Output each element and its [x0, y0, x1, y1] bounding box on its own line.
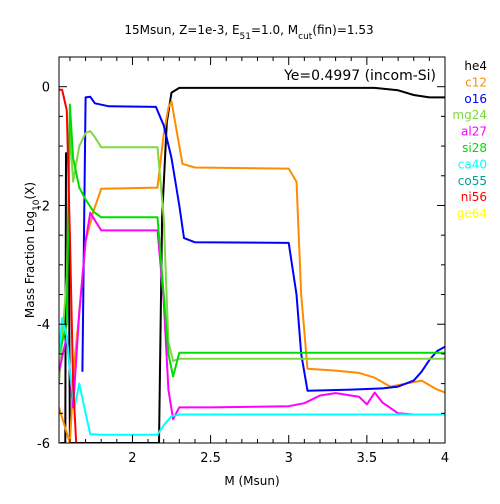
annotation-ye: Ye=0.4997 (incom-Si)	[283, 68, 436, 84]
series-line-ca40	[59, 317, 445, 436]
legend-label-al27: al27	[461, 125, 487, 139]
series-layer	[59, 86, 445, 443]
legend-label-o16: o16	[464, 92, 487, 106]
legend-label-ni56: ni56	[461, 190, 487, 204]
x-tick-label: 2.5	[200, 451, 221, 466]
legend-label-si28: si28	[462, 141, 487, 155]
series-line-o16	[81, 95, 445, 392]
legend-label-ge64: ge64	[457, 207, 487, 221]
legend-label-mg24: mg24	[452, 108, 487, 122]
legend: he4 c12 o16 mg24 al27 si28 ca40 co55 ni56 ge64	[452, 59, 487, 221]
x-tick-label: 2	[128, 451, 136, 466]
series-line-al27	[59, 211, 445, 421]
series-line-mg24	[59, 127, 445, 384]
legend-label-co55: co55	[458, 174, 487, 188]
series-line-ni56	[59, 88, 78, 443]
ticks-layer: 2 2.5 3 3.5 4 0 -2 -4 -6	[37, 56, 449, 466]
legend-label-he4: he4	[464, 59, 487, 73]
legend-label-c12: c12	[465, 75, 487, 89]
legend-label-ca40: ca40	[458, 157, 487, 171]
x-tick-label: 3	[285, 451, 293, 466]
y-tick-label: 0	[42, 81, 50, 96]
series-line-si28	[59, 103, 445, 378]
plot-frame	[58, 56, 446, 444]
x-axis-label: M (Msun)	[224, 474, 279, 488]
y-axis-label: Mass Fraction Log10(X)	[23, 182, 42, 318]
x-tick-label: 4	[441, 451, 449, 466]
chart-title: 15Msun, Z=1e-3, E51=1.0, Mcut(fin)=1.53	[124, 23, 373, 42]
y-tick-label: -2	[37, 199, 50, 214]
y-tick-label: -4	[37, 318, 50, 333]
y-tick-label: -6	[37, 437, 50, 452]
x-tick-label: 3.5	[357, 451, 378, 466]
